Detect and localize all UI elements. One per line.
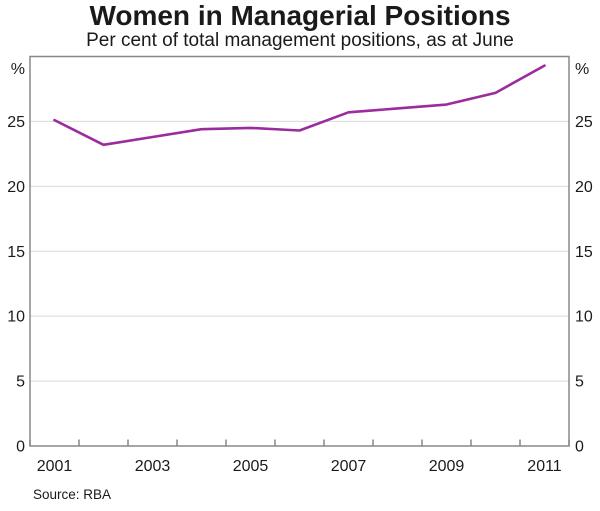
y-axis-unit-right: % xyxy=(575,61,589,78)
y-tick-label-right: 10 xyxy=(575,309,593,326)
y-tick-label-left: 5 xyxy=(16,374,25,391)
y-axis-unit-left: % xyxy=(11,61,25,78)
y-tick-label-right: 15 xyxy=(575,244,593,261)
y-tick-label-right: 0 xyxy=(575,439,584,456)
chart-subtitle: Per cent of total management positions, … xyxy=(86,30,514,51)
x-tick-label: 2007 xyxy=(331,458,367,475)
data-line-women-managers xyxy=(53,64,546,147)
y-tick-label-right: 5 xyxy=(575,374,584,391)
plot-frame xyxy=(29,55,570,447)
x-tick-label: 2011 xyxy=(527,458,562,475)
source-note: Source: RBA xyxy=(33,487,112,502)
x-tick-label: 2001 xyxy=(37,458,73,475)
y-tick-label-right: 25 xyxy=(575,114,593,131)
y-tick-label-left: 25 xyxy=(7,114,25,131)
x-tick-label: 2003 xyxy=(135,458,171,475)
y-tick-label-left: 15 xyxy=(7,244,25,261)
y-tick-label-right: 20 xyxy=(575,179,593,196)
chart-title: Women in Managerial Positions xyxy=(89,0,511,31)
y-tick-label-left: 10 xyxy=(7,309,25,326)
y-tick-label-left: 0 xyxy=(16,439,25,456)
x-tick-label: 2005 xyxy=(233,458,269,475)
x-tick-label: 2009 xyxy=(429,458,465,475)
y-tick-label-left: 20 xyxy=(7,179,25,196)
